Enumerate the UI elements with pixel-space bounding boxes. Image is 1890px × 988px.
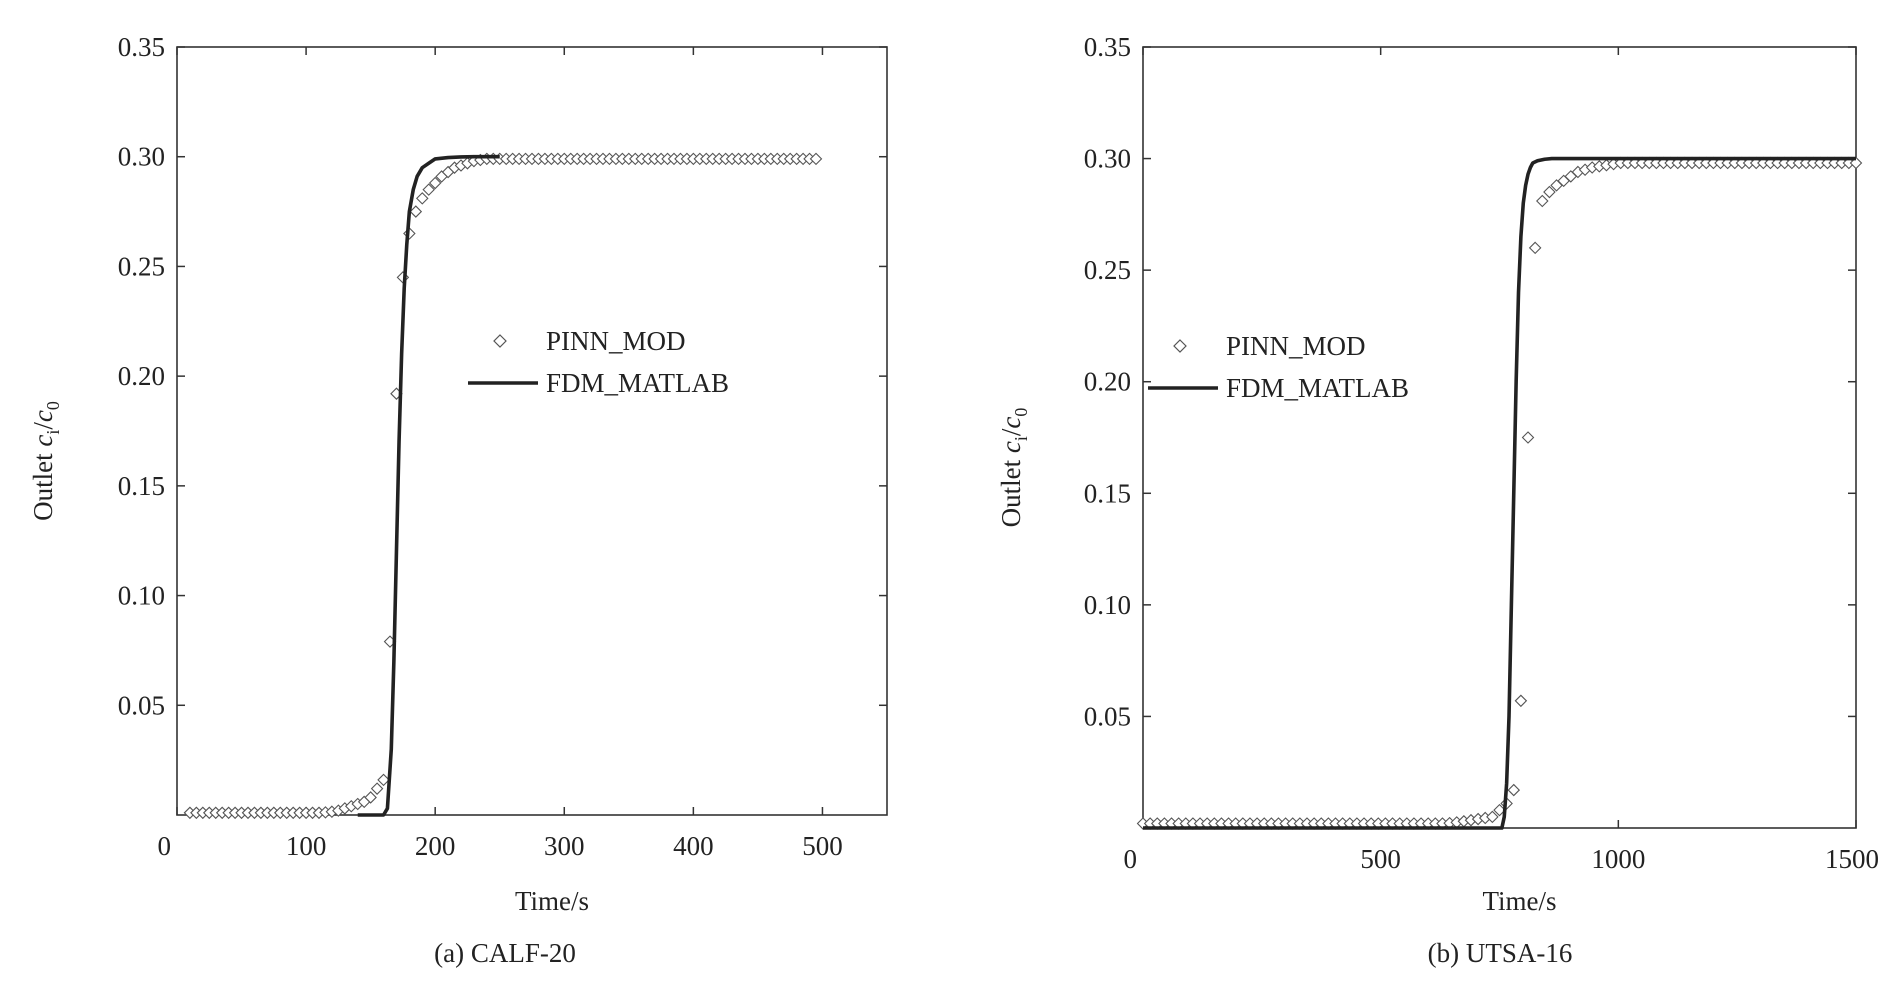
y-tick-label: 0.10 [118, 581, 165, 611]
data-point-pinn-mod [409, 205, 423, 218]
y-axis-title: Outlet ci/c0 [996, 408, 1031, 528]
series-line-fdm-matlab [1143, 156, 1856, 830]
y-tick-label: 0.25 [1084, 255, 1131, 285]
legend-label: FDM_MATLAB [546, 368, 729, 398]
data-point-pinn-mod [1486, 810, 1499, 824]
x-tick-label: 200 [415, 831, 456, 861]
legend: PINN_MOD FDM_MATLAB [468, 326, 729, 398]
series-line-fdm-matlab [357, 154, 500, 817]
y-tick-label: 0.10 [1084, 590, 1131, 620]
chart-panel-2: 0.05 0.10 0.15 0.20 0.25 0.30 0.35 0 500 1000 1500… [996, 32, 1879, 968]
x-tick-label: 300 [544, 831, 585, 861]
data-point-pinn-mod [415, 192, 429, 205]
plot-frame [176, 46, 888, 816]
data-point-pinn-mod [364, 791, 377, 804]
panel-caption: (a) CALF-20 [434, 938, 576, 968]
data-point-pinn-mod [370, 782, 384, 795]
panel-caption: (b) UTSA-16 [1428, 938, 1573, 968]
data-point-pinn-mod [809, 152, 823, 166]
x-tick-label: 500 [802, 831, 843, 861]
data-point-pinn-mod [422, 183, 436, 196]
y-tick-label: 0.30 [118, 142, 165, 172]
data-point-pinn-mod [1536, 194, 1549, 208]
x-tick-label: 1000 [1591, 844, 1645, 874]
legend: PINN_MOD FDM_MATLAB [1148, 331, 1409, 403]
data-point-pinn-mod [1528, 241, 1542, 255]
data-point-pinn-mod [428, 176, 442, 190]
y-tick-label: 0.35 [118, 32, 165, 62]
y-tick-label: 0.15 [1084, 478, 1131, 508]
legend-diamond-swatch [1173, 339, 1187, 353]
y-tick-label: 0.20 [1084, 367, 1131, 397]
y-tick-label: 0.20 [118, 361, 165, 391]
x-tick-label: 500 [1360, 844, 1401, 874]
x-axis-title: Time/s [515, 886, 589, 916]
y-tick-label: 0.05 [1084, 701, 1131, 731]
y-tick-label: 0.35 [1084, 32, 1131, 62]
data-point-pinn-mod [1543, 185, 1556, 199]
legend-label: PINN_MOD [546, 326, 686, 356]
data-point-pinn-mod [377, 773, 390, 787]
x-tick-label: 400 [673, 831, 714, 861]
x-tick-label: 0 [1124, 844, 1138, 874]
chart-panel-1: 0.05 0.10 0.15 0.20 0.25 0.30 0.35 0 100 200 300 40… [28, 32, 888, 968]
data-point-pinn-mod [1507, 783, 1521, 797]
x-tick-label: 0 [158, 831, 172, 861]
data-point-pinn-mod [1849, 156, 1863, 170]
legend-label: PINN_MOD [1226, 331, 1366, 361]
y-tick-label: 0.30 [1084, 144, 1131, 174]
x-tick-label: 100 [286, 831, 327, 861]
data-point-pinn-mod [1514, 694, 1528, 708]
y-tick-label: 0.15 [118, 471, 165, 501]
y-axis-title: Outlet ci/c0 [28, 401, 63, 521]
y-tick-label: 0.25 [118, 251, 165, 281]
legend-label: FDM_MATLAB [1226, 373, 1409, 403]
x-tick-label: 1500 [1825, 844, 1879, 874]
x-axis-title: Time/s [1482, 886, 1556, 916]
legend-diamond-swatch [493, 334, 507, 348]
y-tick-label: 0.05 [118, 690, 165, 720]
data-point-pinn-mod [1521, 431, 1535, 444]
